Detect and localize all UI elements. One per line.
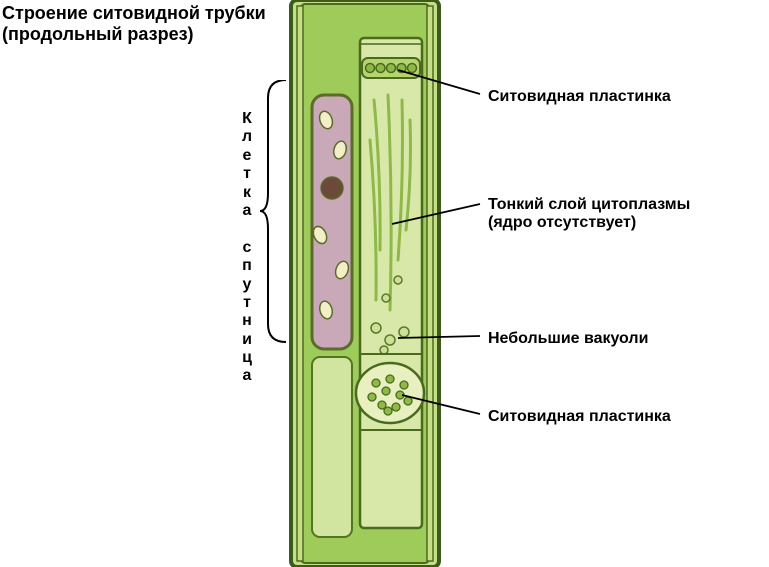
companion-cell-label: Клетка спутница <box>238 110 256 386</box>
sieve-tube-diagram <box>0 0 769 567</box>
callout-cytoplasm: Тонкий слой цитоплазмы (ядро отсутствует… <box>488 196 690 232</box>
callout-vacuoles: Небольшие вакуоли <box>488 330 648 348</box>
callout-sieve-plate-top: Ситовидная пластинка <box>488 88 671 106</box>
companion-cell-brace <box>258 80 298 346</box>
callout-sieve-plate-bottom: Ситовидная пластинка <box>488 408 671 426</box>
